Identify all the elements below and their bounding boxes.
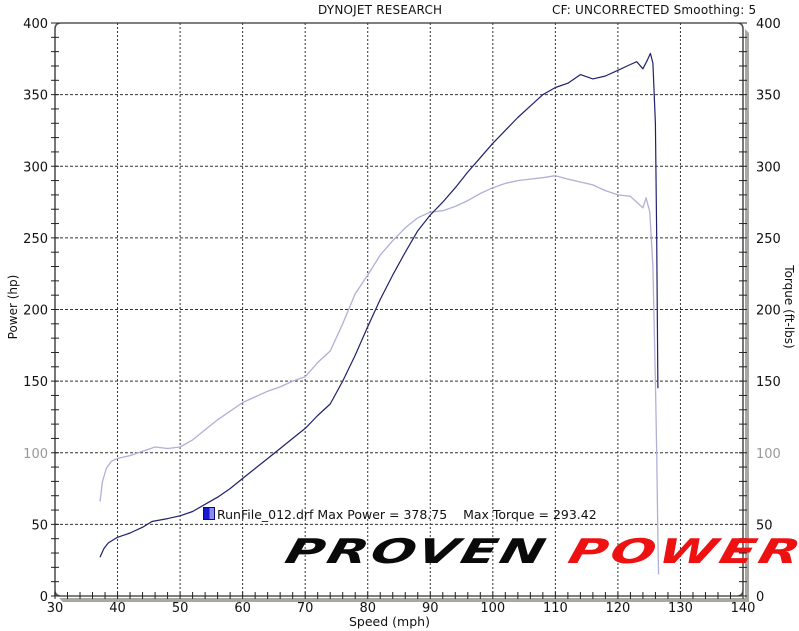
y-tick-label-right: 50 — [756, 518, 773, 533]
y-tick-label-right: 300 — [756, 160, 781, 175]
x-tick-label: 30 — [47, 601, 64, 616]
legend-swatch-icon — [203, 507, 215, 520]
correction-factor-label: CF: UNCORRECTED Smoothing: 5 — [552, 3, 757, 17]
x-tick-label: 110 — [543, 601, 568, 616]
brand-word-proven: PROVEN — [281, 532, 553, 572]
x-tick-label: 60 — [234, 601, 251, 616]
torque-curve — [99, 175, 660, 575]
y-tick-label-right: 200 — [756, 304, 781, 319]
x-tick-label: 120 — [605, 601, 630, 616]
x-tick-label: 70 — [297, 601, 314, 616]
x-axis-label: Speed (mph) — [349, 614, 430, 629]
x-tick-label: 40 — [109, 601, 126, 616]
y-tick-label-right: 150 — [756, 375, 781, 390]
y-tick-label-left: 0 — [40, 590, 48, 605]
legend: RunFile_012.drf Max Power = 378.75 Max T… — [203, 507, 597, 522]
y-tick-label-right: 400 — [756, 17, 781, 32]
x-tick-label: 100 — [480, 601, 505, 616]
y-tick-label-left: 100 — [23, 447, 48, 462]
y-tick-label-left: 150 — [23, 375, 48, 390]
y-tick-label-right: 0 — [756, 590, 764, 605]
chart-title: DYNOJET RESEARCH — [318, 3, 443, 17]
y-tick-label-left: 200 — [23, 304, 48, 319]
y-tick-label-left: 300 — [23, 160, 48, 175]
y-tick-label-left: 400 — [23, 17, 48, 32]
y-tick-label-right: 100 — [756, 447, 781, 462]
y-tick-label-left: 250 — [23, 232, 48, 247]
y-tick-label-left: 50 — [31, 518, 48, 533]
x-tick-label: 50 — [172, 601, 189, 616]
brand-word-power: POWER — [564, 532, 799, 572]
x-tick-label: 90 — [422, 601, 439, 616]
brand-logo: PROVEN POWER — [281, 532, 799, 572]
y-axis-right-label: Torque (ft-lbs) — [782, 265, 796, 349]
x-tick-label: 130 — [668, 601, 693, 616]
y-tick-label-right: 350 — [756, 89, 781, 104]
x-tick-label: 140 — [731, 601, 756, 616]
legend-text: RunFile_012.drf Max Power = 378.75 Max T… — [217, 507, 597, 522]
y-axis-left-label: Power (hp) — [6, 274, 20, 340]
power-curve — [99, 52, 659, 558]
y-tick-label-left: 350 — [23, 89, 48, 104]
x-tick-label: 80 — [359, 601, 376, 616]
y-tick-label-right: 250 — [756, 232, 781, 247]
